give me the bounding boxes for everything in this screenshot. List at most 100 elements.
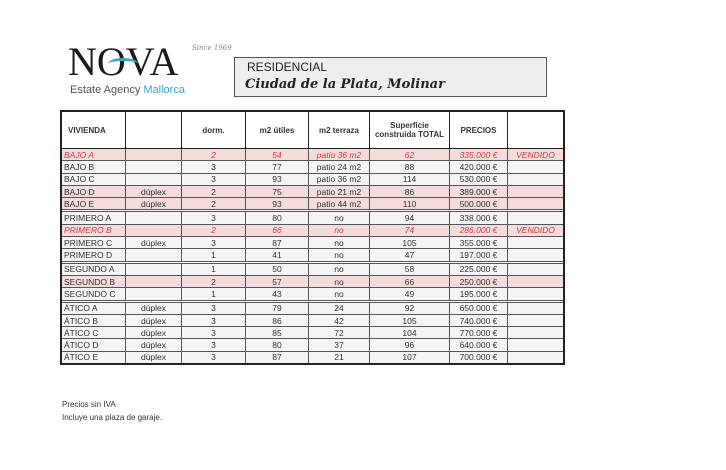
table-cell: 286.000 € xyxy=(449,223,508,238)
title-box: RESIDENCIAL Ciudad de la Plata, Molinar xyxy=(234,57,547,97)
table-cell: 2 xyxy=(181,223,246,238)
table-cell xyxy=(125,262,182,276)
table-cell: PRIMERO D xyxy=(60,248,126,262)
table-cell xyxy=(125,274,182,289)
table-cell xyxy=(125,172,182,186)
table-cell: 66 xyxy=(245,223,309,238)
table-cell: 195.000 € xyxy=(449,287,508,301)
table-cell: 2 xyxy=(181,274,246,289)
table-row: BAJO A 2 54 patio 36 m2 62 335.000 € VENDIDO xyxy=(60,147,565,162)
table-cell: dúplex xyxy=(125,350,182,365)
table-cell: no xyxy=(308,274,370,289)
table-cell: 87 xyxy=(245,236,309,250)
table-cell: 80 xyxy=(245,211,309,225)
table-cell: 41 xyxy=(245,248,309,262)
table-row: PRIMERO B 2 66 no 74 286.000 € VENDIDO xyxy=(60,223,565,238)
status-cell xyxy=(507,248,565,262)
table-cell xyxy=(125,160,182,174)
table-cell: BAJO E xyxy=(60,197,126,211)
table-cell: 88 xyxy=(369,160,450,174)
table-cell: dúplex xyxy=(125,338,182,352)
table-cell: ÁTICO A xyxy=(60,301,126,315)
table-cell: 93 xyxy=(245,197,309,211)
table-cell: 3 xyxy=(181,313,246,328)
table-cell: 335.000 € xyxy=(449,147,508,162)
table-cell xyxy=(125,147,182,162)
table-cell: PRIMERO B xyxy=(60,223,126,238)
status-cell xyxy=(507,197,565,211)
table-cell: 3 xyxy=(181,160,246,174)
column-header: Superficie construida TOTAL xyxy=(369,110,450,149)
status-cell xyxy=(507,172,565,186)
table-row: PRIMERO D 1 41 no 47 197.000 € xyxy=(60,248,565,262)
status-cell: VENDIDO xyxy=(507,223,565,238)
status-cell xyxy=(507,274,565,289)
logo-subtitle-a: Estate Agency xyxy=(70,84,141,96)
notes: Precios sin IVA Incluye una plaza de gar… xyxy=(62,398,162,424)
column-header xyxy=(125,110,182,149)
table-body: BAJO A 2 54 patio 36 m2 62 335.000 € VENDIDO BA… xyxy=(60,147,565,365)
table-cell: 105 xyxy=(369,313,450,328)
table-cell: patio 21 m2 xyxy=(308,184,370,199)
table-cell: 66 xyxy=(369,274,450,289)
table-cell: BAJO C xyxy=(60,172,126,186)
table-cell: 110 xyxy=(369,197,450,211)
title-line1: RESIDENCIAL xyxy=(247,60,328,74)
column-header: m2 terraza xyxy=(308,110,370,149)
table-cell: 1 xyxy=(181,248,246,262)
status-cell xyxy=(507,350,565,365)
table-cell: 338.000 € xyxy=(449,211,508,225)
table-cell: 740.000 € xyxy=(449,313,508,328)
table-cell: SEGUNDO B xyxy=(60,274,126,289)
table-cell: 250.000 € xyxy=(449,274,508,289)
table-cell: 1 xyxy=(181,262,246,276)
table-cell: 420.000 € xyxy=(449,160,508,174)
table-cell: 94 xyxy=(369,211,450,225)
table-cell xyxy=(125,287,182,301)
table-cell: 80 xyxy=(245,338,309,352)
table-cell: patio 24 m2 xyxy=(308,160,370,174)
table-cell: 47 xyxy=(369,248,450,262)
status-cell xyxy=(507,236,565,250)
table-cell: 197.000 € xyxy=(449,248,508,262)
table-cell: ÁTICO B xyxy=(60,313,126,328)
status-cell xyxy=(507,262,565,276)
table-row: BAJO C 3 93 patio 36 m2 114 530.000 € xyxy=(60,172,565,186)
table-cell xyxy=(125,223,182,238)
table-row: PRIMERO A 3 80 no 94 338.000 € xyxy=(60,211,565,225)
table-cell: BAJO B xyxy=(60,160,126,174)
table-cell: dúplex xyxy=(125,236,182,250)
table-cell: patio 36 m2 xyxy=(308,172,370,186)
status-cell xyxy=(507,338,565,352)
header-row: VIVIENDA dorm. m2 útiles m2 terraza Superfic… xyxy=(60,110,565,149)
table-cell: SEGUNDO C xyxy=(60,287,126,301)
table-cell: 87 xyxy=(245,350,309,365)
table-cell: no xyxy=(308,287,370,301)
table-cell: 3 xyxy=(181,350,246,365)
table-cell: 107 xyxy=(369,350,450,365)
table-cell: 49 xyxy=(369,287,450,301)
table-cell: BAJO A xyxy=(60,147,126,162)
table-cell: 114 xyxy=(369,172,450,186)
table-cell: no xyxy=(308,223,370,238)
status-cell xyxy=(507,313,565,328)
table-cell: 3 xyxy=(181,301,246,315)
table-cell: 42 xyxy=(308,313,370,328)
table-cell: 93 xyxy=(245,172,309,186)
status-cell xyxy=(507,326,565,340)
status-cell xyxy=(507,160,565,174)
table-cell: 2 xyxy=(181,197,246,211)
title-line2: Ciudad de la Plata, Molinar xyxy=(245,77,445,92)
price-table: VIVIENDA dorm. m2 útiles m2 terraza Superfic… xyxy=(60,110,565,366)
table-row: SEGUNDO C 1 43 no 49 195.000 € xyxy=(60,287,565,301)
table-cell: 21 xyxy=(308,350,370,365)
column-header: m2 útiles xyxy=(245,110,309,149)
table-cell: 530.000 € xyxy=(449,172,508,186)
table-cell: 85 xyxy=(245,326,309,340)
wave-icon xyxy=(108,58,138,69)
table-cell: dúplex xyxy=(125,301,182,315)
